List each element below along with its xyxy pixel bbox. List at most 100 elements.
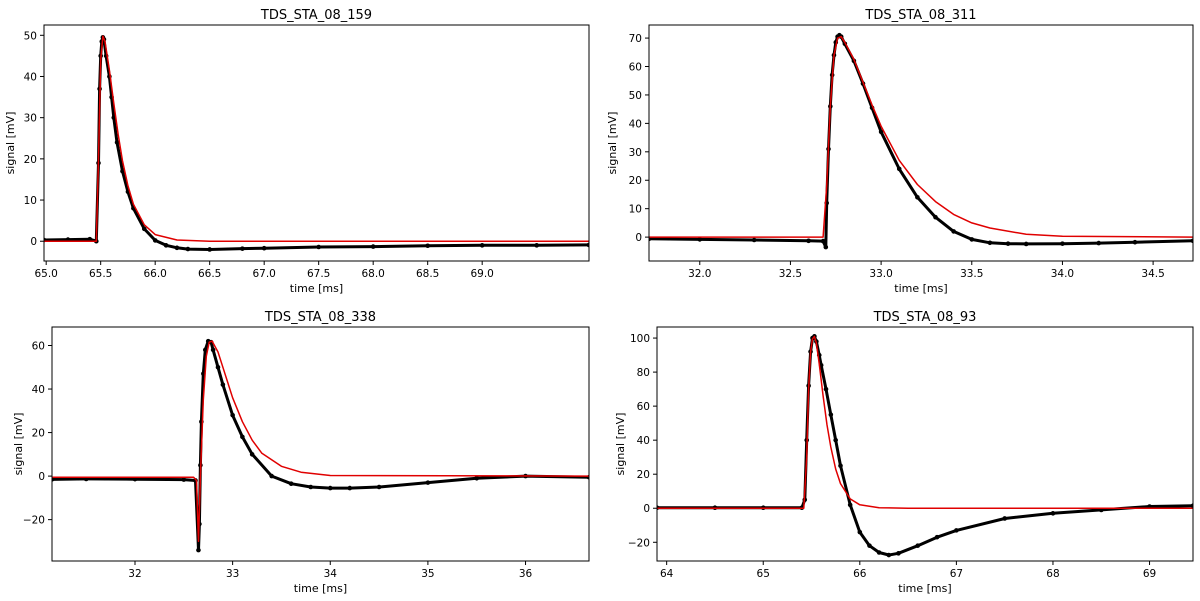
y-tick-label: 20 bbox=[24, 154, 37, 166]
data-point bbox=[249, 452, 255, 457]
y-tick-label: −20 bbox=[628, 537, 650, 549]
data-point bbox=[181, 477, 187, 482]
y-tick-label: 0 bbox=[30, 236, 37, 248]
chart-panel-4: TDS_STA_08_93 64 65 66 67 68 69 −20 0 20 40 60 80 100… bbox=[614, 310, 1194, 595]
data-point bbox=[207, 247, 212, 252]
x-tick-label: 32.0 bbox=[688, 268, 711, 280]
plot-area bbox=[649, 32, 1193, 250]
y-tick-label: 80 bbox=[637, 367, 650, 379]
data-point bbox=[969, 237, 975, 242]
y-tick-label: 60 bbox=[32, 341, 45, 353]
data-point bbox=[876, 550, 882, 555]
data-point bbox=[697, 237, 703, 242]
data-point bbox=[327, 485, 333, 491]
chart-panel-1: TDS_STA_08_159 65.0 65.5 66.0 66.5 67.0 67.5 68… bbox=[4, 8, 590, 295]
data-point bbox=[210, 347, 216, 353]
data-point bbox=[163, 243, 169, 248]
y-tick-label: 20 bbox=[637, 469, 650, 481]
data-point bbox=[933, 214, 938, 220]
data-point bbox=[196, 547, 201, 553]
data-point bbox=[1190, 503, 1193, 508]
data-point bbox=[288, 481, 294, 487]
x-axis-label: time [ms] bbox=[294, 582, 347, 595]
y-tick-label: 40 bbox=[24, 71, 37, 83]
data-point bbox=[1005, 241, 1011, 246]
plot-area bbox=[44, 35, 589, 252]
data-point bbox=[934, 534, 940, 540]
data-point bbox=[1190, 238, 1193, 244]
data-point bbox=[230, 412, 235, 418]
y-axis-label: signal [mV] bbox=[606, 112, 619, 175]
data-point bbox=[987, 240, 993, 246]
x-tick-label: 67.5 bbox=[307, 268, 330, 280]
data-point bbox=[308, 484, 314, 490]
axes-frame bbox=[648, 24, 1194, 262]
data-point bbox=[1050, 511, 1056, 516]
data-point bbox=[240, 434, 245, 440]
x-tick-label: 67.0 bbox=[252, 268, 275, 280]
x-tick-label: 34.0 bbox=[1051, 268, 1074, 280]
y-tick-label: 0 bbox=[38, 471, 45, 483]
y-tick-label: 0 bbox=[643, 503, 650, 515]
x-tick-label: 69 bbox=[1143, 568, 1156, 580]
y-tick-label: 30 bbox=[629, 147, 642, 159]
data-point bbox=[586, 242, 589, 248]
x-tick-label: 69.0 bbox=[470, 268, 493, 280]
data-point bbox=[951, 229, 956, 234]
y-axis-label: signal [mV] bbox=[614, 413, 627, 476]
x-tick-label: 68.0 bbox=[361, 268, 384, 280]
x-axis-label: time [ms] bbox=[290, 282, 343, 295]
x-tick-label: 64 bbox=[660, 568, 674, 580]
plot-area bbox=[52, 338, 589, 553]
x-tick-label: 65.5 bbox=[89, 268, 112, 280]
y-tick-label: 50 bbox=[24, 30, 37, 42]
data-point bbox=[847, 502, 853, 508]
data-points-trace bbox=[44, 35, 589, 251]
x-tick-label: 34.5 bbox=[1141, 268, 1164, 280]
x-axis-label: time [ms] bbox=[898, 582, 951, 595]
x-tick-label: 65.0 bbox=[34, 268, 57, 280]
y-tick-label: 20 bbox=[629, 175, 642, 187]
data-point bbox=[141, 226, 147, 232]
y-tick-label: 40 bbox=[629, 118, 642, 130]
x-tick-label: 33 bbox=[226, 568, 239, 580]
axes-frame bbox=[43, 24, 590, 262]
x-tick-label: 66.0 bbox=[143, 268, 166, 280]
data-point bbox=[425, 243, 430, 249]
data-point bbox=[823, 386, 829, 392]
axes-frame bbox=[656, 326, 1194, 562]
data-point bbox=[1023, 241, 1029, 247]
data-point bbox=[120, 168, 125, 174]
data-point bbox=[185, 246, 191, 252]
chart-panel-2: TDS_STA_08_311 32.0 32.5 33.0 33.5 34.0 34.5 0 1… bbox=[606, 8, 1194, 295]
data-point bbox=[52, 477, 55, 482]
y-tick-label: 50 bbox=[629, 90, 642, 102]
data-point bbox=[220, 382, 226, 387]
data-point bbox=[316, 244, 321, 250]
data-point bbox=[1132, 239, 1138, 245]
data-point bbox=[425, 480, 431, 485]
data-point bbox=[828, 412, 834, 417]
data-point bbox=[114, 140, 120, 145]
y-tick-label: −20 bbox=[23, 515, 45, 527]
data-point bbox=[370, 244, 376, 249]
data-point bbox=[857, 529, 863, 535]
y-tick-label: 20 bbox=[32, 428, 45, 440]
data-point bbox=[215, 364, 221, 370]
data-point bbox=[269, 473, 274, 479]
y-tick-label: 10 bbox=[629, 204, 642, 216]
chart-title: TDS_STA_08_311 bbox=[864, 8, 976, 23]
x-tick-label: 36 bbox=[519, 568, 533, 580]
chart-title: TDS_STA_08_93 bbox=[873, 310, 977, 325]
x-tick-label: 66 bbox=[853, 568, 867, 580]
data-point bbox=[1060, 241, 1065, 246]
y-tick-label: 0 bbox=[635, 232, 642, 244]
data-point bbox=[823, 244, 829, 250]
data-point bbox=[915, 543, 921, 548]
data-point bbox=[886, 552, 892, 558]
fit-line bbox=[649, 35, 1193, 238]
x-axis-label: time [ms] bbox=[894, 282, 947, 295]
data-point bbox=[838, 463, 843, 468]
chart-title: TDS_STA_08_159 bbox=[260, 8, 372, 23]
